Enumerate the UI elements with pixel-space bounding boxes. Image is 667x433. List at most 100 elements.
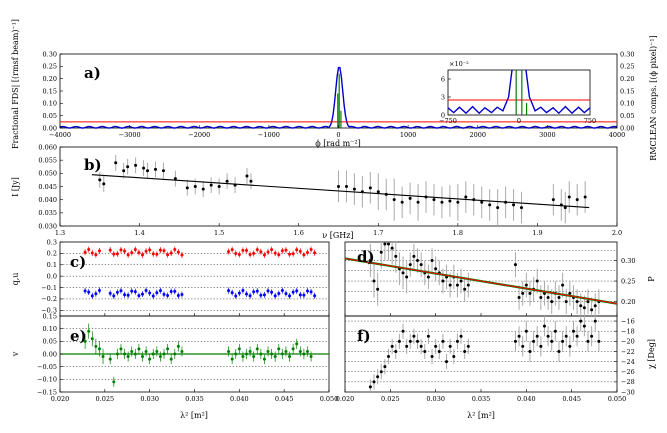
panel-c-u-point bbox=[97, 289, 101, 293]
panel-d-point bbox=[524, 283, 528, 287]
panel-f-point bbox=[416, 339, 420, 343]
panel-b-point bbox=[520, 206, 524, 210]
panel-f-ytick-label: −28 bbox=[621, 378, 635, 386]
panel-d-point bbox=[535, 279, 539, 283]
panel-c-q-point bbox=[123, 249, 127, 253]
panel-a-ytick-label-right: 0.20 bbox=[620, 75, 634, 83]
panel-c-q-point bbox=[83, 250, 87, 254]
panel-f-point bbox=[459, 334, 463, 338]
marks-layer bbox=[59, 66, 618, 392]
panel-b-xtick-label: 1.8 bbox=[453, 229, 463, 237]
panel-f-point bbox=[564, 334, 568, 338]
panel-d-point bbox=[387, 242, 391, 246]
panel-f-point bbox=[387, 355, 391, 359]
panel-c-u-point bbox=[144, 289, 148, 293]
v-axis-label: v bbox=[11, 351, 20, 357]
panel-a-ytick-label-right: 0.10 bbox=[620, 100, 634, 108]
panel-f-point bbox=[445, 360, 449, 364]
intensity-axis-label: I [Jy] bbox=[11, 177, 20, 197]
panel-c-u-point bbox=[119, 289, 123, 293]
panel-f-point bbox=[437, 349, 441, 353]
panel-f-xtick-label: 0.035 bbox=[472, 395, 491, 403]
panel-a-xtick-label: 1000 bbox=[400, 131, 417, 139]
panel-c-u-point bbox=[140, 292, 144, 296]
panel-c-q-point bbox=[112, 252, 116, 256]
panel-f-xtick-label: 0.040 bbox=[517, 395, 536, 403]
panel-f-xtick-label: 0.050 bbox=[608, 395, 627, 403]
panel-d-point bbox=[466, 283, 470, 287]
panel-c-ytick-label: 0.0 bbox=[47, 272, 57, 280]
panel-e-point bbox=[277, 347, 281, 351]
panel-c-u-point bbox=[262, 293, 266, 297]
panel-c-q-point bbox=[176, 250, 180, 254]
panel-e-point bbox=[273, 355, 277, 359]
panel-b-point bbox=[185, 186, 189, 190]
panel-e-ytick-label: −0.15 bbox=[37, 388, 57, 396]
panel-e-point bbox=[137, 347, 141, 351]
panel-e-point bbox=[255, 347, 259, 351]
panel-f-point bbox=[517, 334, 521, 338]
panel-b-point bbox=[512, 203, 516, 207]
lambda-axis-label-right: λ² [m²] bbox=[467, 411, 495, 420]
panel-a-ytick-label-left: 0.25 bbox=[43, 63, 57, 71]
panel-f-point bbox=[441, 339, 445, 343]
panel-a-xtick-label: −1000 bbox=[258, 131, 280, 139]
panel-c-u-point bbox=[266, 289, 270, 293]
panel-b-point bbox=[249, 179, 253, 183]
panel-f-point bbox=[390, 344, 394, 348]
panel-f-point bbox=[452, 355, 456, 359]
panel-c-u-point bbox=[173, 289, 177, 293]
panel-e-point bbox=[140, 355, 144, 359]
panel-e-point bbox=[291, 347, 295, 351]
panel-f-ytick-label: −16 bbox=[621, 317, 635, 325]
panel-b-point bbox=[416, 200, 420, 204]
panel-e-point bbox=[169, 357, 173, 361]
panel-c-u-point bbox=[180, 292, 184, 296]
panel-c-u-point bbox=[245, 292, 249, 296]
panel-e-point bbox=[266, 349, 270, 353]
panel-b-point bbox=[376, 190, 380, 194]
panel-c-ytick-label: −0.1 bbox=[41, 284, 57, 292]
panel-f-point bbox=[434, 344, 438, 348]
panel-a-ytick-label-right: 0.00 bbox=[620, 124, 634, 132]
panel-c-q-point bbox=[162, 249, 166, 253]
panel-c-q-point bbox=[119, 248, 123, 252]
panel-e-xtick-label: 0.030 bbox=[140, 395, 159, 403]
panel-f-point bbox=[379, 370, 383, 374]
panel-f-point bbox=[466, 344, 470, 348]
panel-b-ytick-label: 0.040 bbox=[38, 196, 57, 204]
panel-f-point bbox=[397, 339, 401, 343]
panel-e-point bbox=[83, 339, 87, 343]
panel-b-point bbox=[408, 196, 412, 200]
panel-e-point bbox=[230, 357, 234, 361]
panel-c-ytick-label: 0.1 bbox=[47, 261, 57, 269]
panel-b-point bbox=[122, 169, 126, 173]
panel-f-point bbox=[408, 339, 412, 343]
panel-e-point bbox=[295, 342, 299, 346]
panel-f-point bbox=[401, 329, 405, 333]
panel-c-u-point bbox=[288, 294, 292, 298]
panel-c-q-point bbox=[155, 252, 159, 256]
panel-d-ytick-label: 0.20 bbox=[621, 298, 635, 306]
grid-layer bbox=[60, 249, 617, 383]
panel-e-xtick-label: 0.050 bbox=[320, 395, 339, 403]
panel-d-point bbox=[579, 304, 583, 308]
panel-b-point bbox=[583, 195, 587, 199]
panel-c-q-point bbox=[252, 251, 256, 255]
panel-d-point bbox=[463, 287, 467, 291]
panel-f-ytick-label: −24 bbox=[621, 358, 635, 366]
panel-d-point bbox=[383, 242, 387, 246]
panel-c-u-point bbox=[155, 291, 159, 295]
panel-c-q-point bbox=[255, 248, 259, 252]
panel-b-point bbox=[563, 206, 567, 210]
phi-axis-label: ϕ [rad m⁻²] bbox=[315, 139, 361, 148]
panel-b-point bbox=[153, 167, 157, 171]
panel-e-point bbox=[180, 349, 184, 353]
panel-d-point bbox=[394, 254, 398, 258]
panel-f-point bbox=[430, 355, 434, 359]
panel-c-u-point bbox=[112, 294, 116, 298]
panel-b-xtick-label: 2.0 bbox=[612, 229, 622, 237]
panel-a-ytick-label-right: 0.05 bbox=[620, 112, 634, 120]
panel-c-u-point bbox=[237, 291, 241, 295]
panel-d-point bbox=[448, 283, 452, 287]
